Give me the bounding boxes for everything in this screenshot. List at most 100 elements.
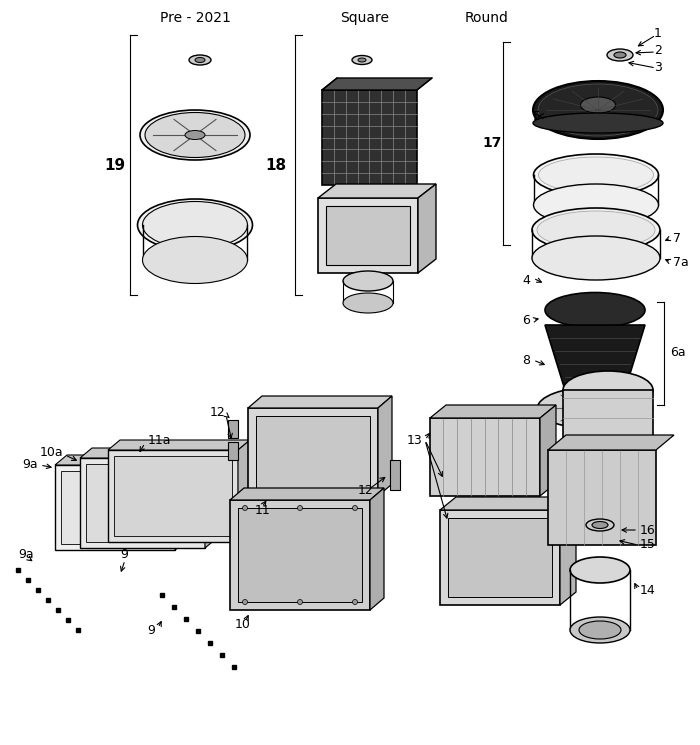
Ellipse shape	[298, 506, 302, 510]
Text: 3: 3	[654, 60, 662, 74]
Ellipse shape	[242, 600, 248, 604]
Polygon shape	[55, 455, 187, 465]
Ellipse shape	[353, 506, 358, 510]
Polygon shape	[175, 455, 187, 550]
Ellipse shape	[614, 52, 626, 58]
Text: 7a: 7a	[673, 256, 689, 268]
Text: 2: 2	[654, 43, 662, 57]
Polygon shape	[108, 440, 250, 450]
Text: 1: 1	[654, 27, 662, 39]
Polygon shape	[238, 440, 250, 542]
Text: 6: 6	[522, 314, 530, 326]
Ellipse shape	[590, 405, 600, 410]
Ellipse shape	[570, 617, 630, 643]
Ellipse shape	[565, 379, 625, 401]
Polygon shape	[548, 435, 674, 450]
Ellipse shape	[195, 57, 205, 63]
Ellipse shape	[532, 236, 660, 280]
Text: 11: 11	[255, 504, 271, 516]
Bar	[228, 442, 238, 460]
Polygon shape	[440, 497, 576, 510]
Ellipse shape	[242, 506, 248, 510]
Bar	[326, 206, 410, 265]
Text: 7: 7	[673, 232, 681, 244]
Text: 16: 16	[640, 524, 656, 536]
Text: 18: 18	[265, 157, 286, 173]
Bar	[318, 198, 418, 273]
Bar	[248, 408, 378, 496]
Ellipse shape	[189, 55, 211, 65]
Bar	[114, 456, 232, 536]
Polygon shape	[322, 78, 432, 90]
Text: 15: 15	[640, 539, 656, 551]
Text: 8: 8	[522, 353, 530, 367]
Text: 6a: 6a	[670, 346, 685, 358]
Ellipse shape	[563, 501, 653, 539]
Text: 4: 4	[522, 273, 530, 287]
Bar	[80, 458, 205, 548]
Bar	[86, 464, 199, 542]
Text: 17: 17	[482, 136, 502, 150]
Polygon shape	[378, 396, 392, 496]
Ellipse shape	[533, 184, 659, 226]
Ellipse shape	[143, 236, 248, 284]
Ellipse shape	[137, 199, 253, 251]
Ellipse shape	[563, 371, 653, 409]
Ellipse shape	[570, 557, 630, 583]
Polygon shape	[560, 497, 576, 605]
Text: 9: 9	[120, 548, 128, 562]
Ellipse shape	[592, 522, 608, 528]
Bar	[548, 450, 656, 545]
Text: 5: 5	[533, 110, 541, 122]
Bar	[440, 510, 560, 605]
Text: 9: 9	[147, 624, 155, 636]
Polygon shape	[545, 325, 645, 390]
Bar	[563, 390, 653, 520]
Ellipse shape	[343, 271, 393, 291]
Ellipse shape	[140, 110, 250, 160]
Text: 10a: 10a	[39, 446, 63, 458]
Text: 12: 12	[209, 405, 225, 419]
Ellipse shape	[538, 157, 654, 193]
Polygon shape	[205, 448, 217, 548]
Bar	[61, 471, 169, 544]
Ellipse shape	[352, 55, 372, 65]
Ellipse shape	[586, 519, 614, 531]
Ellipse shape	[580, 97, 615, 113]
Ellipse shape	[580, 402, 610, 414]
Ellipse shape	[545, 293, 645, 328]
Polygon shape	[540, 405, 556, 496]
Bar	[256, 416, 370, 488]
Text: Pre - 2021: Pre - 2021	[160, 11, 230, 25]
Ellipse shape	[298, 600, 302, 604]
Bar	[228, 420, 238, 438]
Ellipse shape	[537, 211, 655, 249]
Text: 9a: 9a	[22, 458, 38, 472]
Ellipse shape	[532, 208, 660, 252]
Polygon shape	[318, 184, 436, 198]
Ellipse shape	[533, 81, 663, 139]
Ellipse shape	[358, 58, 366, 62]
Polygon shape	[430, 405, 556, 418]
Ellipse shape	[538, 387, 652, 429]
Ellipse shape	[607, 49, 633, 61]
Ellipse shape	[533, 113, 663, 133]
Ellipse shape	[538, 84, 658, 136]
Bar	[430, 418, 540, 496]
Ellipse shape	[143, 201, 248, 249]
Text: Round: Round	[465, 11, 509, 25]
Text: 19: 19	[104, 157, 125, 173]
Text: 14: 14	[640, 583, 656, 597]
Polygon shape	[80, 448, 217, 458]
Text: Square: Square	[340, 11, 389, 25]
Text: 12: 12	[358, 484, 374, 496]
Bar	[230, 500, 370, 610]
Bar	[322, 90, 417, 185]
Ellipse shape	[353, 600, 358, 604]
Bar	[448, 518, 552, 597]
Text: 9a: 9a	[18, 548, 34, 562]
Bar	[238, 508, 362, 602]
Ellipse shape	[145, 112, 245, 157]
Polygon shape	[418, 184, 436, 273]
Text: 13: 13	[406, 434, 422, 446]
